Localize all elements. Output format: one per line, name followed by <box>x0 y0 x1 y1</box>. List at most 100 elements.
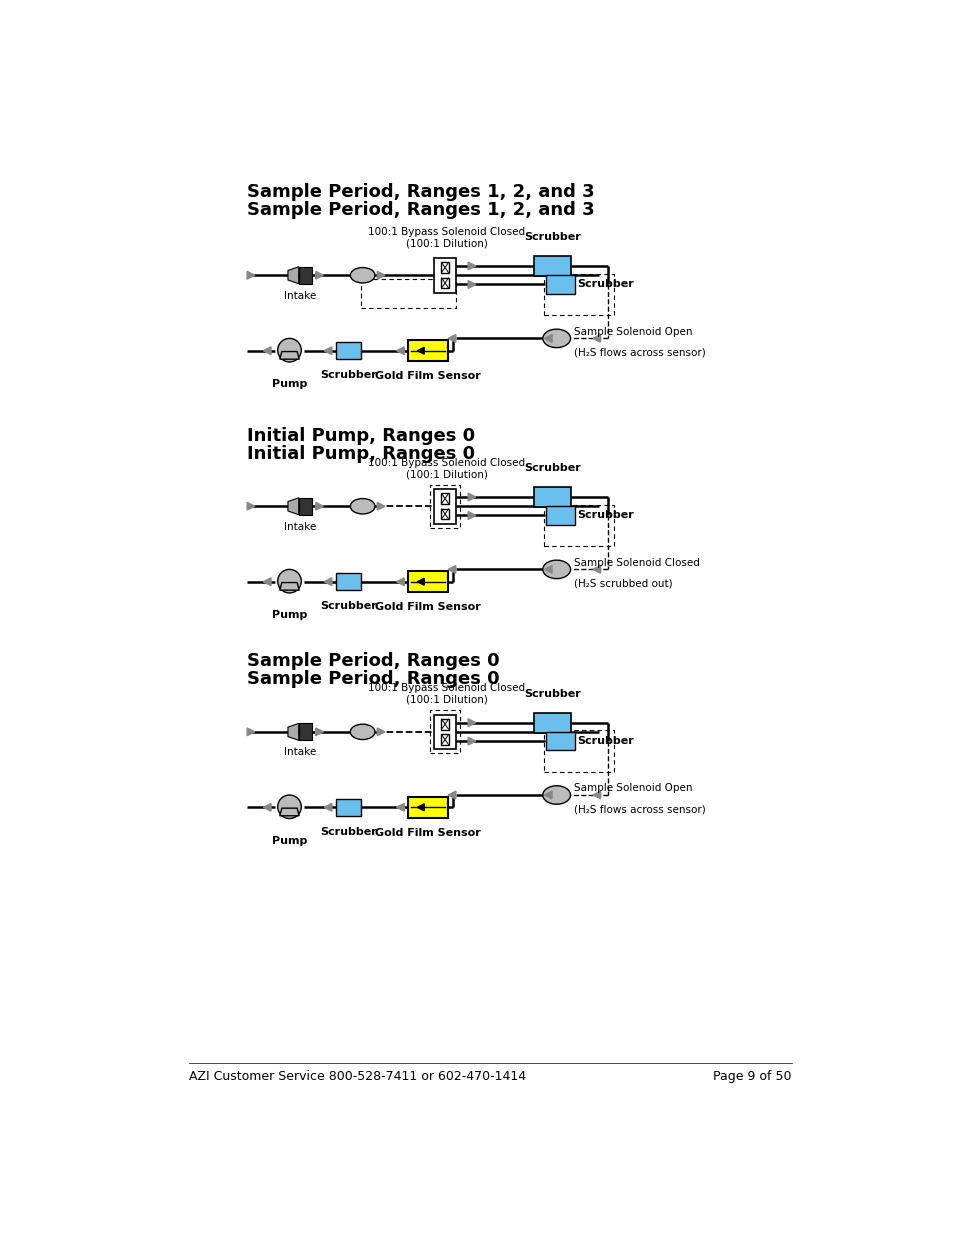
Polygon shape <box>416 804 424 811</box>
Text: Sample Period, Ranges 0: Sample Period, Ranges 0 <box>247 652 499 671</box>
Bar <box>408 571 448 593</box>
Text: 100:1 Bypass Solenoid Closed: 100:1 Bypass Solenoid Closed <box>368 458 524 468</box>
Polygon shape <box>416 347 424 354</box>
Polygon shape <box>376 727 385 736</box>
Text: Sample Period, Ranges 1, 2, and 3: Sample Period, Ranges 1, 2, and 3 <box>247 200 594 219</box>
Text: Scrubber: Scrubber <box>577 279 634 289</box>
Text: Scrubber: Scrubber <box>524 463 580 473</box>
Bar <box>434 489 456 524</box>
Polygon shape <box>376 272 385 279</box>
Bar <box>534 487 571 508</box>
Polygon shape <box>288 724 298 740</box>
Polygon shape <box>468 719 476 726</box>
Polygon shape <box>592 566 600 573</box>
Text: Pump: Pump <box>272 836 307 846</box>
Polygon shape <box>288 267 298 284</box>
Polygon shape <box>315 272 323 279</box>
Polygon shape <box>416 578 424 585</box>
Bar <box>336 573 361 590</box>
Text: (H₂S flows across sensor): (H₂S flows across sensor) <box>573 804 704 814</box>
Bar <box>440 734 449 745</box>
Polygon shape <box>396 578 404 585</box>
Bar <box>440 262 449 273</box>
Polygon shape <box>263 347 271 354</box>
Circle shape <box>277 569 301 593</box>
Polygon shape <box>448 335 456 342</box>
Polygon shape <box>468 493 476 501</box>
Text: Scrubber: Scrubber <box>524 689 580 699</box>
Text: Gold Film Sensor: Gold Film Sensor <box>375 603 480 613</box>
Polygon shape <box>396 804 404 811</box>
Text: Initial Pump, Ranges 0: Initial Pump, Ranges 0 <box>247 426 475 445</box>
Text: Gold Film Sensor: Gold Film Sensor <box>375 829 480 839</box>
Text: (H₂S flows across sensor): (H₂S flows across sensor) <box>573 347 704 358</box>
Bar <box>336 342 361 359</box>
Bar <box>434 715 456 750</box>
Text: Intake: Intake <box>284 747 316 757</box>
Text: Gold Film Sensor: Gold Film Sensor <box>375 372 480 382</box>
Text: (100:1 Dilution): (100:1 Dilution) <box>405 695 487 705</box>
Bar <box>440 493 449 504</box>
Polygon shape <box>592 792 600 799</box>
Bar <box>408 340 448 362</box>
Ellipse shape <box>350 499 375 514</box>
Text: Intake: Intake <box>284 290 316 300</box>
Text: (H₂S scrubbed out): (H₂S scrubbed out) <box>573 579 672 589</box>
Polygon shape <box>468 262 476 270</box>
Ellipse shape <box>542 785 570 804</box>
Text: 100:1 Bypass Solenoid Closed: 100:1 Bypass Solenoid Closed <box>368 683 524 693</box>
Bar <box>434 258 456 293</box>
Text: Page 9 of 50: Page 9 of 50 <box>712 1070 791 1083</box>
Bar <box>545 275 575 294</box>
Polygon shape <box>544 566 552 573</box>
Polygon shape <box>324 804 332 811</box>
Bar <box>440 509 449 520</box>
Polygon shape <box>263 578 271 585</box>
Circle shape <box>277 795 301 819</box>
Bar <box>545 506 575 525</box>
Text: Intake: Intake <box>284 521 316 531</box>
Text: Scrubber: Scrubber <box>577 510 634 520</box>
Polygon shape <box>544 335 552 342</box>
Text: Sample Solenoid Closed: Sample Solenoid Closed <box>573 558 699 568</box>
Bar <box>534 256 571 275</box>
Polygon shape <box>315 727 323 736</box>
Polygon shape <box>288 498 298 515</box>
Bar <box>545 732 575 751</box>
Polygon shape <box>592 335 600 342</box>
Ellipse shape <box>542 561 570 579</box>
Polygon shape <box>324 347 332 354</box>
Text: Initial Pump, Ranges 0: Initial Pump, Ranges 0 <box>247 445 475 463</box>
Polygon shape <box>279 583 299 590</box>
Polygon shape <box>279 808 299 816</box>
Polygon shape <box>396 347 404 354</box>
Text: (100:1 Dilution): (100:1 Dilution) <box>405 238 487 248</box>
Polygon shape <box>468 511 476 520</box>
Text: Scrubber: Scrubber <box>524 232 580 242</box>
Polygon shape <box>448 792 456 799</box>
Ellipse shape <box>350 268 375 283</box>
Polygon shape <box>247 503 254 510</box>
Bar <box>336 799 361 816</box>
Text: Sample Solenoid Open: Sample Solenoid Open <box>573 327 691 337</box>
Polygon shape <box>315 503 323 510</box>
Polygon shape <box>376 503 385 510</box>
Ellipse shape <box>350 724 375 740</box>
Text: Scrubber: Scrubber <box>320 370 376 380</box>
Text: (100:1 Dilution): (100:1 Dilution) <box>405 469 487 479</box>
Bar <box>298 267 312 284</box>
Text: Sample Period, Ranges 1, 2, and 3: Sample Period, Ranges 1, 2, and 3 <box>247 183 594 200</box>
Polygon shape <box>448 566 456 573</box>
Bar <box>298 498 312 515</box>
Ellipse shape <box>542 330 570 347</box>
Text: Pump: Pump <box>272 610 307 620</box>
Text: AZI Customer Service 800-528-7411 or 602-470-1414: AZI Customer Service 800-528-7411 or 602… <box>189 1070 525 1083</box>
Polygon shape <box>247 727 254 736</box>
Bar <box>534 713 571 732</box>
Bar <box>298 724 312 740</box>
Text: Sample Period, Ranges 0: Sample Period, Ranges 0 <box>247 671 499 688</box>
Polygon shape <box>468 737 476 745</box>
Polygon shape <box>247 272 254 279</box>
Bar <box>408 797 448 818</box>
Text: Scrubber: Scrubber <box>320 601 376 611</box>
